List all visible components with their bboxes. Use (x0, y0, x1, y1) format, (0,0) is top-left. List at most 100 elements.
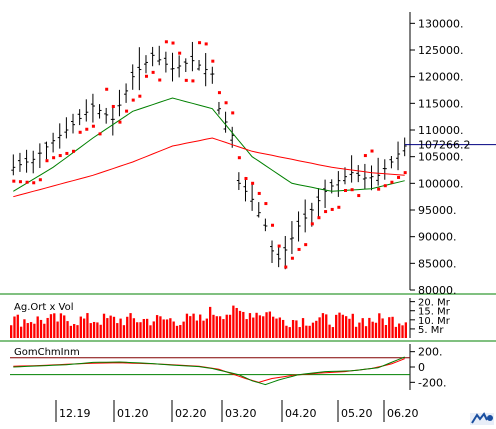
volume-bar (179, 325, 182, 338)
x-axis: 12.19 01.20 02.20 03.20 04.20 05.20 06.20 (55, 400, 419, 422)
sar-dot (217, 91, 221, 95)
volume-bar (96, 322, 99, 338)
volume-bar (126, 316, 129, 338)
sar-dot (244, 177, 248, 180)
sar-dot (377, 187, 381, 191)
price-y-tick-label: 110000. (418, 124, 464, 137)
x-tick-label: 06.20 (387, 407, 419, 420)
sar-dot (151, 70, 155, 74)
price-y-tick-label: 130000. (418, 17, 464, 30)
volume-bar (245, 319, 248, 338)
sar-dot (91, 124, 95, 128)
volume-bar (348, 318, 351, 338)
volume-bar (354, 326, 358, 338)
volume-bar (149, 325, 152, 338)
volume-bar (335, 314, 338, 338)
volume-bar (145, 318, 149, 338)
volume-bar (59, 313, 63, 338)
sar-dot (310, 222, 314, 226)
sar-dot (178, 51, 182, 55)
volume-bar (159, 316, 162, 338)
volume-bar (235, 307, 238, 338)
volume-bar (341, 314, 344, 338)
x-tick-label: 04.20 (285, 407, 317, 420)
sar-dot (211, 59, 215, 63)
volume-bar (225, 314, 228, 338)
price-y-tick-label: 95000. (418, 204, 457, 217)
volume-bar (222, 319, 225, 338)
volume-bar (86, 313, 89, 338)
volume-bar (79, 316, 82, 338)
sar-dot (370, 149, 374, 153)
volume-bar (265, 312, 268, 338)
sar-dot (204, 42, 208, 46)
volume-bar (192, 313, 195, 338)
price-y-tick-label: 115000. (418, 97, 464, 110)
volume-bar (258, 315, 262, 338)
volume-bar (13, 316, 16, 338)
volume-bar (92, 321, 96, 338)
volume-bar (26, 323, 29, 338)
logo-icon (470, 412, 494, 425)
volume-bar (49, 314, 53, 338)
volume-bar (255, 312, 258, 338)
volume-bar (33, 323, 36, 338)
volume-bar (361, 318, 364, 338)
sar-dot (284, 265, 288, 269)
price-panel: 130000. 125000. 120000. 115000. 110000. 10500… (0, 12, 496, 297)
volume-bar (19, 326, 23, 338)
volume-bar (285, 325, 288, 338)
sar-dot (397, 175, 401, 179)
sar-dot (271, 223, 275, 227)
volume-bar (391, 316, 394, 338)
sar-dot (38, 178, 42, 182)
volume-bar (401, 325, 404, 338)
sar-dot (184, 78, 188, 82)
volume-bar (199, 314, 202, 338)
volume-bar (371, 321, 374, 338)
price-y-tick-label: 85000. (418, 257, 457, 270)
volume-y-tick-label: 15. Mr (418, 307, 451, 318)
volume-bar (23, 319, 26, 338)
volume-bar (139, 322, 142, 338)
volume-bar (351, 313, 354, 338)
sar-dot (158, 78, 162, 82)
volume-bar (152, 321, 155, 338)
volume-bar (56, 321, 59, 338)
last-value-label: 107266.2 (418, 139, 471, 152)
sar-dot (138, 94, 142, 98)
volume-bar (328, 324, 331, 338)
volume-bar (364, 326, 368, 338)
volume-bar (398, 323, 401, 338)
sar-dot (118, 120, 122, 124)
sar-dot (297, 247, 301, 251)
volume-bar (291, 320, 295, 338)
volume-y-tick-label: 5. Mr (418, 325, 444, 336)
volume-bar (109, 315, 112, 338)
volume-bar (318, 317, 321, 338)
volume-bar (202, 320, 205, 338)
volume-bar (43, 323, 46, 338)
volume-bar (394, 326, 398, 338)
volume-bar (384, 325, 388, 338)
volume-bar (189, 316, 192, 338)
volume-bar (325, 314, 328, 338)
volume-bar (315, 320, 318, 338)
price-y-tick-label: 90000. (418, 231, 457, 244)
volume-bar (122, 325, 126, 338)
sar-dot (105, 87, 109, 91)
sar-dot (72, 149, 76, 153)
indicator-panel-label: GomChmInm (14, 347, 80, 358)
volume-bar (212, 314, 215, 338)
volume-bar (331, 327, 335, 338)
sar-dot (85, 127, 89, 131)
indicator-y-tick-label: -200. (418, 376, 446, 389)
volume-bar (169, 318, 172, 338)
sar-dot (224, 101, 228, 105)
sar-dot (131, 98, 135, 102)
sar-dot (337, 205, 341, 209)
volume-bar (112, 316, 116, 338)
volume-bar (205, 318, 208, 338)
sar-dot (330, 207, 334, 211)
volume-bar (215, 316, 218, 338)
